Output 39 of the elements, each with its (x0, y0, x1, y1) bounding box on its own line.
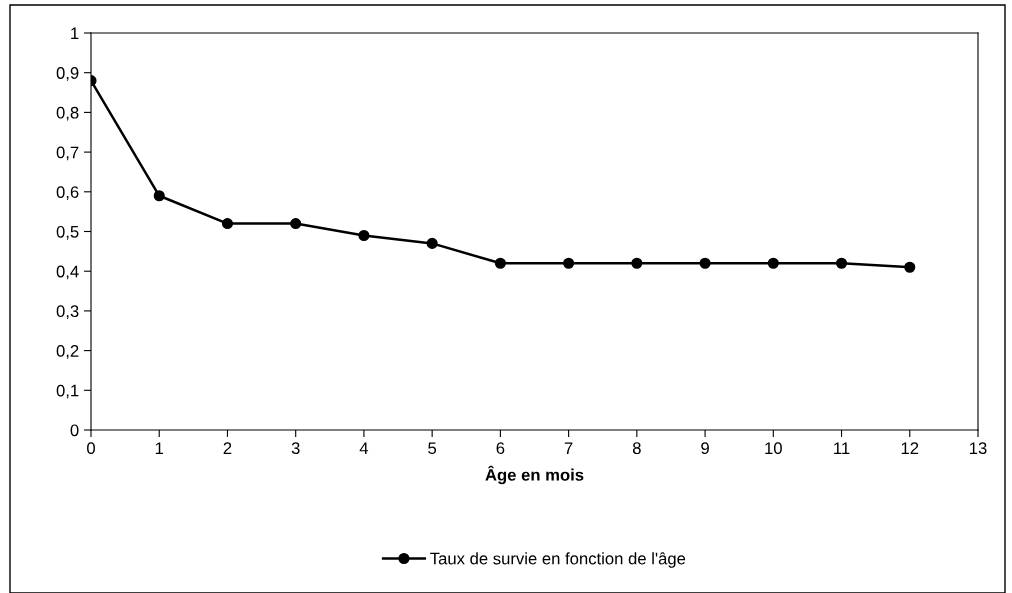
point (494, 257, 506, 269)
y-tick-label: 0,5 (56, 225, 79, 240)
x-tick-label: 11 (834, 442, 850, 454)
y-tick-label: 0,4 (56, 265, 79, 280)
y-tick-label: 0,7 (56, 146, 79, 161)
point (290, 218, 302, 230)
point (358, 229, 370, 242)
y-tick-label: 0,3 (56, 305, 79, 320)
y-tick-label: 0,1 (56, 384, 79, 399)
x-tick-label: 2 (223, 442, 232, 454)
x-tick-label: 8 (632, 442, 641, 455)
point (563, 257, 575, 269)
x-tick-label: 10 (765, 442, 782, 455)
x-tick-label: 1 (155, 442, 164, 454)
x-tick-label: 6 (496, 442, 505, 455)
y-tick-label: 0,2 (56, 345, 79, 359)
x-tick-label: 3 (291, 442, 300, 455)
x-tick-label: 13 (970, 442, 987, 455)
x-tick-label: 0 (87, 442, 95, 455)
x-tick-label: 9 (701, 442, 709, 455)
x-tick-label: 12 (901, 442, 919, 454)
y-tick-label: 1 (71, 27, 79, 40)
y-tick-label: 0,6 (56, 186, 79, 200)
point (767, 257, 779, 269)
y-tick-label: 0,9 (56, 67, 79, 81)
point (699, 257, 711, 269)
x-axis-title: Âge en mois (485, 465, 584, 485)
legend-label: Taux de survie en fonction de l'âge (430, 552, 686, 568)
point (426, 237, 438, 249)
point (835, 257, 848, 269)
point (904, 261, 916, 273)
point (221, 218, 234, 230)
point (631, 257, 643, 269)
x-tick-label: 7 (564, 442, 573, 454)
y-tick-label: 0,8 (56, 106, 79, 121)
point (153, 190, 165, 202)
x-tick-label: 5 (428, 442, 437, 455)
x-tick-label: 4 (359, 442, 369, 454)
y-tick-label: 0 (70, 424, 79, 437)
